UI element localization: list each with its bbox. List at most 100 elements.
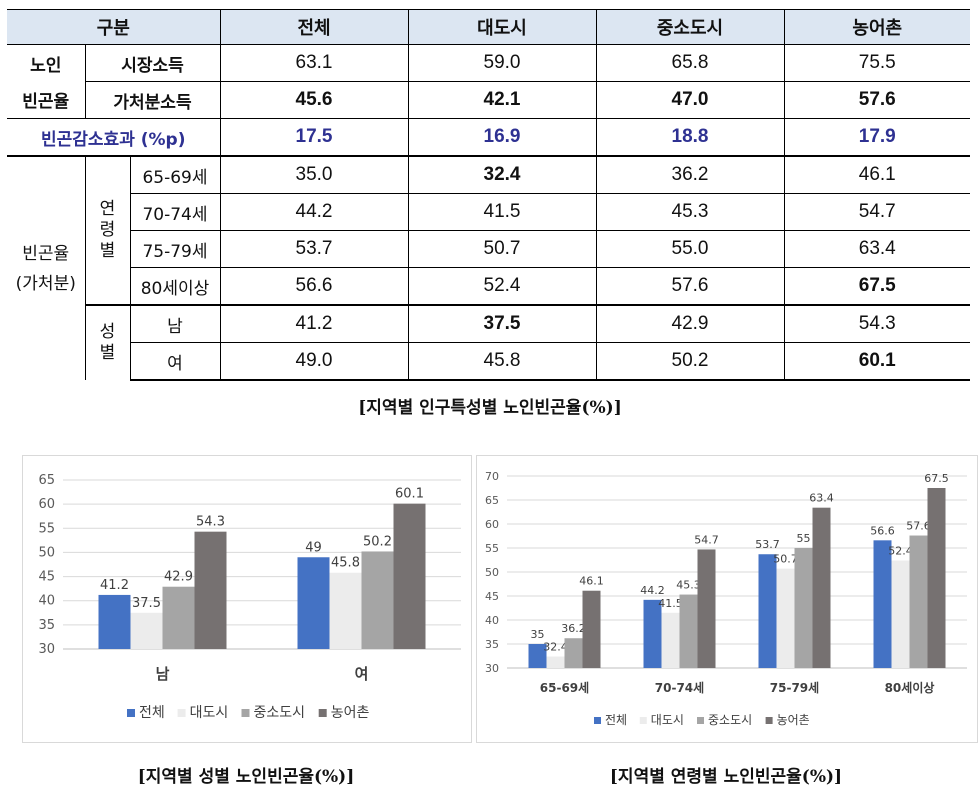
age-row-label: 75-79세: [129, 230, 220, 268]
cell: 54.7: [783, 193, 970, 231]
data-label: 41.5: [658, 597, 683, 610]
category-label: 남: [156, 665, 170, 683]
age-poverty-chart: 3035404550556065703532.436.246.165-69세44…: [485, 470, 967, 727]
data-label: 50.7: [773, 553, 798, 566]
senior-label-line1: 노인: [7, 44, 85, 82]
category-label: 65-69세: [540, 680, 589, 695]
senior-label-line2: 빈곤율: [22, 92, 70, 113]
table-row: 75-79세 53.7 50.7 55.0 63.4: [7, 230, 970, 268]
data-label: 41.2: [100, 578, 129, 593]
cell: 37.5: [407, 304, 596, 343]
cell: 53.7: [219, 230, 408, 268]
table-row: 빈곤율 가처분소득 45.6 42.1 47.0 57.6: [7, 81, 970, 119]
legend-label: 중소도시: [254, 705, 306, 721]
cell: 36.2: [595, 155, 784, 194]
cell: 50.7: [407, 230, 596, 268]
legend-label: 농어촌: [331, 705, 370, 721]
data-label: 46.1: [579, 575, 604, 588]
bar: [297, 557, 330, 649]
cell: 54.3: [783, 304, 970, 343]
cell: 41.5: [407, 193, 596, 231]
cell: 44.2: [219, 193, 408, 231]
bar: [361, 551, 394, 649]
bar: [582, 590, 601, 668]
sex-row-label: 여: [129, 342, 220, 381]
data-label: 44.2: [640, 584, 665, 597]
legend-label: 전체: [605, 713, 627, 727]
data-label: 35: [531, 628, 545, 641]
table-row: 여 49.0 45.8 50.2 60.1: [7, 342, 970, 381]
cell: 50.2: [595, 342, 784, 381]
bar: [329, 572, 362, 649]
data-label: 32.4: [543, 640, 568, 653]
bar: [758, 554, 777, 668]
cell: 59.0: [407, 44, 596, 82]
cell: 45.8: [407, 342, 596, 381]
sex-group-label: 성 별: [84, 304, 130, 380]
table-row: 성 별 남 41.2 37.5 42.9 54.3: [7, 304, 970, 380]
category-label: 70-74세: [655, 680, 704, 695]
age-row-label: 80세이상: [129, 267, 220, 305]
data-label: 63.4: [809, 492, 834, 505]
reduction-effect-label: 빈곤감소효과 (%p): [7, 118, 220, 156]
data-label: 42.9: [164, 570, 193, 585]
chart-panel-sex: 30 35 40 45 50 55 60 65 41.2 37.5 42.9 54.3 남 49 45.8 5…: [22, 455, 472, 743]
y-tick-label: 50: [485, 566, 499, 579]
y-tick-label: 30: [485, 662, 499, 675]
y-tick-label: 35: [38, 618, 55, 633]
bar: [794, 548, 813, 668]
data-label: 52.4: [888, 544, 913, 557]
cell: 45.3: [595, 193, 784, 231]
market-income-label: 시장소득: [84, 44, 220, 82]
bar: [909, 535, 928, 668]
data-label: 54.3: [196, 515, 225, 530]
y-tick-label: 65: [485, 494, 499, 507]
cell: 42.1: [407, 81, 596, 119]
legend-swatch: [594, 717, 601, 724]
legend-label: 대도시: [190, 705, 229, 721]
group-label-line1: 빈곤율: [22, 243, 70, 264]
cell: 41.2: [219, 304, 408, 343]
age-label-char: 별: [99, 241, 116, 261]
bar: [393, 503, 426, 649]
cell: 45.6: [219, 81, 408, 119]
disposable-income-label: 가처분소득: [84, 81, 220, 119]
cell: 42.9: [595, 304, 784, 343]
bar: [812, 507, 831, 668]
y-tick-label: 55: [485, 542, 499, 555]
cell: 46.1: [783, 155, 970, 194]
legend-swatch: [639, 717, 647, 724]
data-label: 60.1: [395, 487, 424, 502]
category-label: 80세이상: [885, 680, 935, 695]
data-label: 50.2: [363, 534, 392, 549]
bar: [873, 540, 892, 668]
age-label-char: 령: [99, 220, 116, 240]
table-caption: [지역별 인구특성별 노인빈곤율(%)]: [358, 398, 622, 418]
bar: [98, 594, 131, 649]
y-tick-label: 60: [38, 497, 55, 512]
data-label: 45.3: [676, 579, 701, 592]
chart-sex-caption: [지역별 성별 노인빈곤율(%)]: [137, 767, 355, 787]
cell: 55.0: [595, 230, 784, 268]
bar: [661, 612, 680, 668]
cell: 16.9: [407, 118, 596, 156]
y-tick-label: 30: [38, 642, 55, 657]
cell: 57.6: [783, 81, 970, 119]
group-label-line2: (가처분): [15, 273, 76, 294]
legend-swatch: [177, 709, 186, 717]
table-row: 빈곤감소효과 (%p) 17.5 16.9 18.8 17.9: [7, 118, 970, 156]
cell: 49.0: [219, 342, 408, 381]
cell: 60.1: [783, 342, 970, 381]
legend-label: 대도시: [651, 713, 684, 727]
cell: 17.5: [219, 118, 408, 156]
data-label: 57.6: [906, 520, 931, 533]
table-header-row: 구분 전체 대도시 중소도시 농어촌: [7, 9, 970, 45]
y-tick-label: 55: [38, 521, 55, 536]
category-label: 여: [355, 665, 369, 683]
cell: 35.0: [219, 155, 408, 194]
data-label: 49: [305, 540, 322, 555]
cell: 57.6: [595, 267, 784, 305]
data-label: 37.5: [132, 596, 161, 611]
bar: [162, 586, 195, 649]
y-tick-label: 40: [485, 614, 499, 627]
